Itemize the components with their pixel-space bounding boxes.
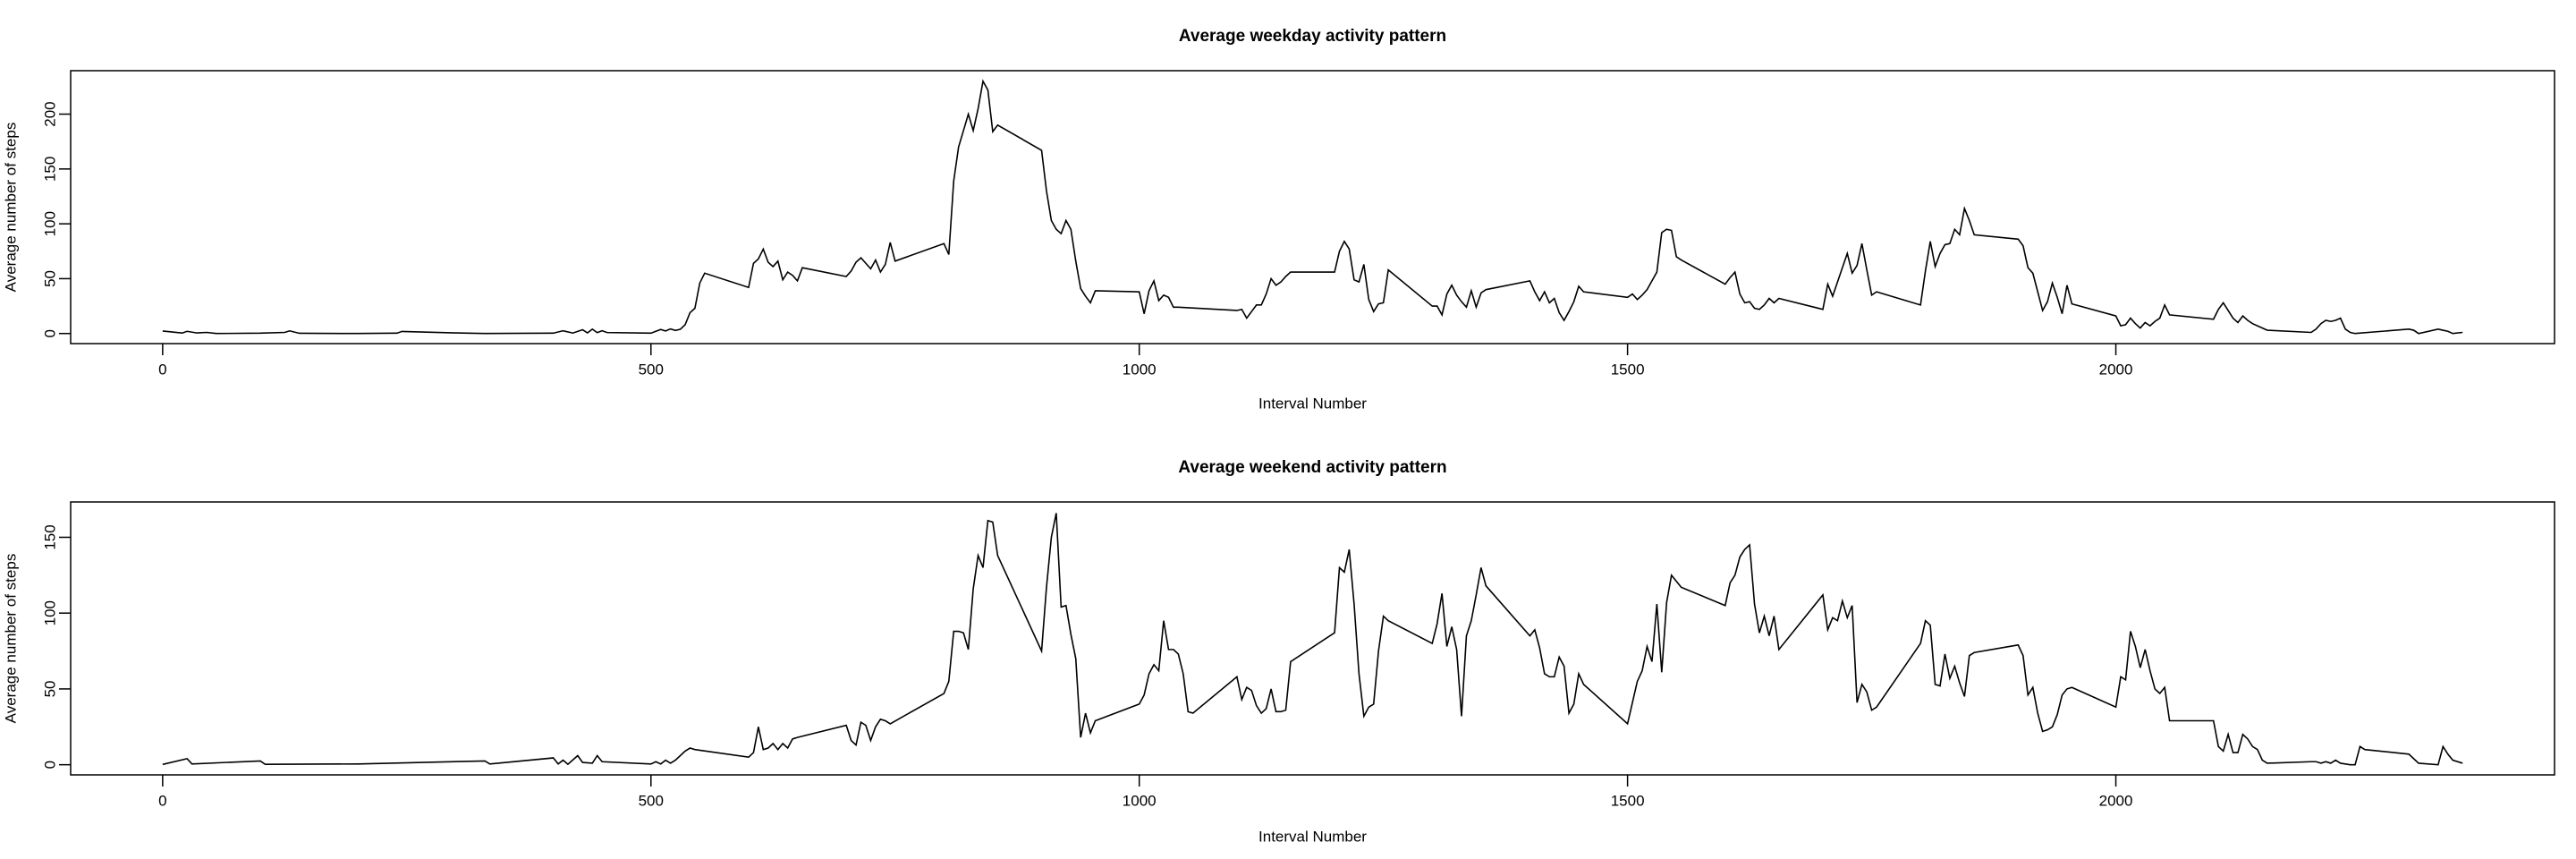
y-tick-label: 150 [41, 157, 58, 182]
y-tick-label: 100 [41, 600, 58, 625]
x-tick-label: 2000 [2099, 792, 2133, 809]
y-tick-label: 0 [41, 761, 58, 769]
y-tick-label: 50 [41, 680, 58, 697]
x-tick-label: 1000 [1123, 792, 1157, 809]
y-tick-label: 0 [41, 329, 58, 337]
x-tick-label: 2000 [2099, 361, 2133, 378]
x-tick-label: 0 [158, 792, 166, 809]
chart-title: Average weekday activity pattern [1179, 27, 1446, 46]
chart-title: Average weekend activity pattern [1178, 458, 1446, 477]
data-line [162, 513, 2463, 766]
y-tick-label: 150 [41, 524, 58, 549]
x-tick-label: 500 [639, 792, 664, 809]
x-tick-label: 500 [639, 361, 664, 378]
y-tick-label: 100 [41, 211, 58, 236]
x-tick-label: 0 [158, 361, 166, 378]
x-tick-label: 1000 [1123, 361, 1157, 378]
y-tick-label: 50 [41, 270, 58, 287]
y-tick-label: 200 [41, 101, 58, 126]
plot-frame [70, 70, 2555, 344]
x-tick-label: 1500 [1611, 361, 1645, 378]
plot-frame [70, 501, 2555, 776]
y-axis-label: Average number of steps [2, 554, 19, 724]
x-axis-label: Interval Number [1258, 395, 1367, 412]
x-tick-label: 1500 [1611, 792, 1645, 809]
data-line [162, 79, 2463, 335]
x-axis-label: Interval Number [1258, 828, 1367, 845]
y-axis-label: Average number of steps [2, 123, 19, 293]
